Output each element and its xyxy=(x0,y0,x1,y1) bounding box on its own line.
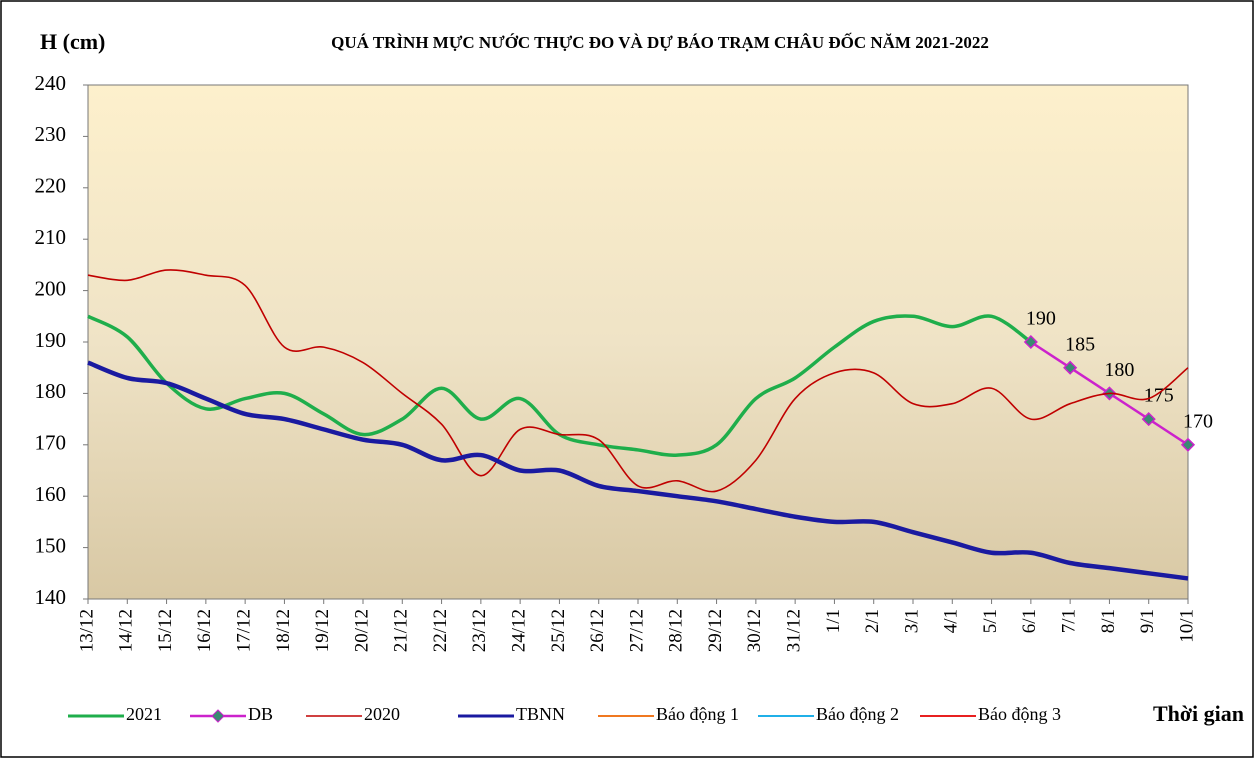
x-tick-label: 26/12 xyxy=(587,609,608,652)
x-tick-label: 30/12 xyxy=(744,609,765,652)
legend-label: Báo động 2 xyxy=(816,704,899,724)
y-tick-label: 200 xyxy=(35,276,67,300)
legend-marker xyxy=(211,709,225,723)
legend-label: 2021 xyxy=(126,704,162,724)
series-line xyxy=(87,269,1189,493)
x-tick-label: 31/12 xyxy=(784,609,805,652)
y-tick-label: 190 xyxy=(35,328,67,352)
marker xyxy=(1063,360,1078,375)
x-tick-label: 28/12 xyxy=(666,609,687,652)
legend-label: Báo động 3 xyxy=(978,704,1061,724)
x-tick-label: 27/12 xyxy=(626,609,647,652)
legend-label: TBNN xyxy=(516,704,565,724)
x-tick-label: 2/1 xyxy=(862,609,883,633)
marker xyxy=(1023,334,1038,350)
y-tick-label: 150 xyxy=(35,533,67,557)
x-tick-label: 5/1 xyxy=(980,609,1001,633)
x-tick-label: 18/12 xyxy=(273,609,294,652)
x-axis-title: Thời gian xyxy=(1153,701,1244,726)
legend-label: 2020 xyxy=(364,704,400,724)
plot-area xyxy=(87,84,1189,600)
y-tick-label: 220 xyxy=(35,174,67,198)
x-tick-label: 4/1 xyxy=(941,609,962,633)
y-tick-label: 180 xyxy=(35,379,67,403)
chart-title: QUÁ TRÌNH MỰC NƯỚC THỰC ĐO VÀ DỰ BÁO TRẠ… xyxy=(331,32,989,52)
data-label: 180 xyxy=(1104,359,1134,381)
x-tick-label: 29/12 xyxy=(705,609,726,652)
y-tick-label: 170 xyxy=(35,431,67,455)
marker xyxy=(1180,437,1196,452)
legend-label: Báo động 1 xyxy=(656,704,739,724)
x-tick-label: 14/12 xyxy=(116,609,137,652)
y-tick-label: 140 xyxy=(35,585,67,609)
x-tick-label: 6/1 xyxy=(1019,609,1040,633)
data-label: 185 xyxy=(1065,333,1095,355)
x-tick-label: 23/12 xyxy=(469,609,490,652)
x-tick-label: 20/12 xyxy=(351,609,372,652)
y-axis-title: H (cm) xyxy=(40,29,105,54)
legend-label: DB xyxy=(248,704,273,724)
y-tick-label: 230 xyxy=(35,122,67,146)
x-tick-label: 16/12 xyxy=(194,609,215,652)
x-tick-label: 1/1 xyxy=(823,609,844,633)
x-tick-label: 3/1 xyxy=(901,609,922,633)
x-tick-label: 22/12 xyxy=(430,609,451,652)
x-tick-label: 13/12 xyxy=(76,609,97,652)
data-label: 175 xyxy=(1144,385,1174,407)
x-tick-label: 21/12 xyxy=(391,609,412,652)
y-tick-label: 160 xyxy=(35,482,67,506)
x-tick-label: 9/1 xyxy=(1137,609,1158,633)
x-tick-label: 10/1 xyxy=(1176,609,1197,643)
series-line xyxy=(87,360,1189,581)
x-tick-label: 17/12 xyxy=(234,609,255,652)
x-tick-label: 19/12 xyxy=(312,609,333,652)
x-tick-label: 25/12 xyxy=(548,609,569,652)
data-label: 190 xyxy=(1026,308,1056,330)
x-tick-label: 8/1 xyxy=(1098,609,1119,633)
x-tick-label: 7/1 xyxy=(1059,609,1080,633)
x-tick-label: 24/12 xyxy=(509,609,530,652)
y-tick-label: 240 xyxy=(35,71,67,95)
x-tick-label: 15/12 xyxy=(155,609,176,652)
marker xyxy=(1141,412,1156,427)
data-label: 170 xyxy=(1183,410,1213,432)
y-tick-label: 210 xyxy=(35,225,67,249)
